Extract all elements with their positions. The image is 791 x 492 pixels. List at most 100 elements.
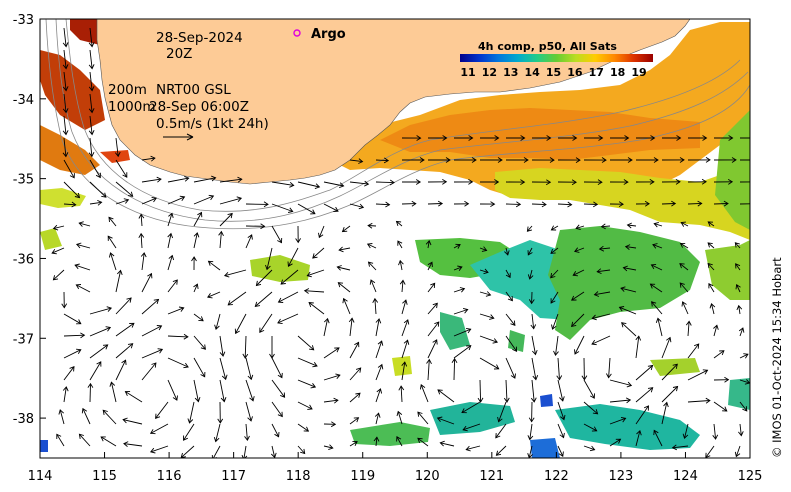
current-vector-arrow bbox=[419, 384, 429, 403]
current-vector-arrow bbox=[349, 367, 362, 381]
current-vector-arrow bbox=[528, 291, 535, 305]
x-axis-ticks: 114 115 116 117 118 119 120 121 122 123 124 125 bbox=[28, 452, 762, 484]
current-vector-arrow bbox=[115, 269, 123, 293]
current-vector-arrow bbox=[297, 379, 317, 389]
current-vector-arrow bbox=[401, 200, 417, 207]
current-vector-arrow bbox=[141, 155, 156, 162]
current-vector-arrow bbox=[271, 379, 286, 398]
current-vector-arrow bbox=[323, 421, 337, 428]
current-vector-arrow bbox=[550, 269, 559, 279]
current-vector-arrow bbox=[427, 302, 438, 315]
current-vector-arrow bbox=[341, 225, 351, 233]
current-vector-arrow bbox=[428, 135, 448, 141]
current-vector-arrow bbox=[398, 385, 405, 403]
argo-marker-icon bbox=[293, 29, 301, 37]
current-vector-arrow bbox=[207, 291, 221, 299]
current-vector-arrow bbox=[584, 135, 604, 141]
current-vector-arrow bbox=[527, 423, 534, 441]
scale-label: 0.5m/s (1kt 24h) bbox=[156, 116, 269, 132]
current-vector-arrow bbox=[687, 343, 700, 359]
current-vector-arrow bbox=[738, 327, 745, 337]
current-vector-arrow bbox=[505, 201, 522, 208]
current-vector-arrow bbox=[652, 243, 663, 249]
current-vector-arrow bbox=[679, 242, 689, 249]
current-vector-arrow bbox=[323, 373, 341, 381]
current-vector-arrow bbox=[107, 235, 117, 249]
current-vector-arrow bbox=[244, 423, 250, 442]
current-vector-arrow bbox=[655, 317, 663, 337]
date-line2: 20Z bbox=[166, 46, 192, 62]
current-vector-arrow bbox=[306, 269, 325, 278]
current-vector-arrow bbox=[75, 284, 91, 293]
current-vector-arrow bbox=[287, 247, 299, 267]
current-vector-arrow bbox=[707, 242, 715, 249]
current-vector-arrow bbox=[714, 135, 734, 141]
current-vector-arrow bbox=[369, 279, 377, 293]
current-vector-arrow bbox=[375, 388, 383, 403]
product-label: NRT00 GSL bbox=[156, 82, 231, 98]
current-vector-arrow bbox=[58, 409, 65, 425]
current-vector-arrow bbox=[115, 297, 132, 315]
x-tick-label: 121 bbox=[479, 469, 504, 484]
current-vector-arrow bbox=[297, 401, 313, 410]
current-vector-arrow bbox=[297, 181, 321, 190]
current-vector-arrow bbox=[530, 379, 537, 403]
current-vector-arrow bbox=[610, 157, 633, 163]
current-vector-arrow bbox=[505, 313, 516, 326]
sst-patches bbox=[40, 19, 750, 458]
current-vector-arrow bbox=[417, 411, 429, 425]
sst-patch-southwest-small bbox=[40, 228, 62, 250]
current-vector-arrow bbox=[687, 178, 707, 185]
current-vector-arrow bbox=[593, 291, 611, 297]
current-vector-arrow bbox=[89, 181, 107, 198]
current-vector-arrow bbox=[167, 212, 174, 227]
colorbar-tick-label: 17 bbox=[589, 66, 604, 79]
current-vector-arrow bbox=[108, 216, 117, 227]
current-vector-arrow bbox=[504, 247, 510, 256]
current-vector-arrow bbox=[141, 362, 157, 381]
current-vector-arrow bbox=[375, 157, 390, 164]
sst-patch-east-central-green bbox=[548, 226, 700, 340]
current-vector-arrow bbox=[234, 313, 247, 335]
current-vector-arrow bbox=[323, 397, 339, 404]
current-vector-arrow bbox=[709, 302, 716, 315]
current-vector-arrow bbox=[653, 221, 663, 228]
current-vector-arrow bbox=[218, 230, 224, 249]
current-vector-arrow bbox=[526, 225, 533, 232]
y-tick-label: -33 bbox=[13, 13, 34, 28]
current-vector-arrow bbox=[74, 263, 91, 271]
sst-patch-west-strip bbox=[40, 125, 100, 175]
current-vector-arrow bbox=[618, 306, 637, 315]
current-vector-arrow bbox=[572, 269, 585, 277]
current-vector-arrow bbox=[219, 176, 243, 183]
colorbar bbox=[460, 54, 653, 62]
current-vector-arrow bbox=[372, 297, 379, 315]
x-tick-label: 124 bbox=[673, 469, 698, 484]
current-vector-arrow bbox=[465, 445, 481, 452]
current-vector-arrow bbox=[575, 224, 585, 231]
current-vector-arrow bbox=[183, 423, 195, 441]
current-vector-arrow bbox=[477, 379, 484, 403]
x-tick-label: 116 bbox=[157, 469, 182, 484]
current-vector-arrow bbox=[265, 247, 273, 271]
colorbar-tick-label: 16 bbox=[567, 66, 583, 79]
current-vector-arrow bbox=[259, 313, 273, 333]
current-vector-arrow bbox=[609, 397, 632, 404]
current-vector-arrow bbox=[349, 203, 365, 210]
current-vector-arrow bbox=[61, 291, 68, 309]
current-vector-arrow bbox=[277, 313, 299, 325]
x-tick-label: 123 bbox=[608, 469, 633, 484]
current-vector-arrow bbox=[348, 317, 355, 337]
current-vector-arrow bbox=[167, 306, 185, 315]
current-vector-arrow bbox=[557, 201, 573, 208]
current-vector-arrow bbox=[635, 200, 650, 207]
current-vector-arrow bbox=[712, 423, 719, 440]
current-vector-arrow bbox=[506, 157, 529, 163]
current-vector-arrow bbox=[52, 269, 65, 281]
x-tick-label: 118 bbox=[286, 469, 311, 484]
current-vector-arrow bbox=[679, 263, 689, 271]
current-vector-arrow bbox=[505, 291, 513, 302]
sst-patch-small-yellow bbox=[392, 356, 412, 376]
current-vector-arrow bbox=[89, 344, 109, 359]
